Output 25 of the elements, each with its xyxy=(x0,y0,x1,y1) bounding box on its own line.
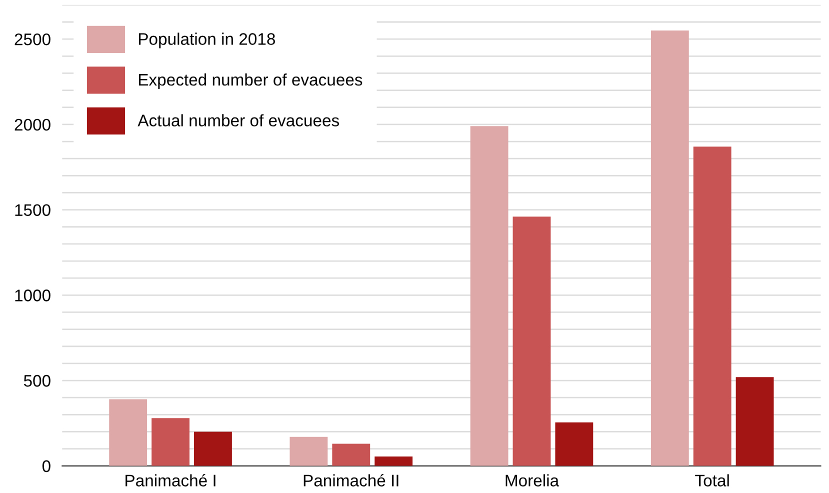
bar xyxy=(736,377,774,466)
y-tick-label: 2500 xyxy=(14,33,50,46)
bar xyxy=(374,456,413,466)
y-tick-label: 500 xyxy=(24,374,50,387)
bar xyxy=(290,436,328,466)
bar xyxy=(650,30,689,466)
y-tick-label: 2000 xyxy=(14,118,50,131)
bar xyxy=(555,422,594,466)
bar xyxy=(152,418,190,466)
y-tick-label: 1500 xyxy=(15,204,50,216)
bar xyxy=(332,444,370,466)
bar xyxy=(693,146,732,466)
y-tick-label: 0 xyxy=(42,460,50,472)
legend-label: Actual number of evacuees xyxy=(138,114,339,126)
bar xyxy=(512,216,551,466)
legend-label: Expected number of evacuees xyxy=(139,73,362,89)
x-tick-label: Total xyxy=(695,474,729,486)
bar xyxy=(470,126,508,466)
x-tick-label: Panimaché II xyxy=(304,474,398,486)
bar xyxy=(194,432,232,466)
bar xyxy=(109,399,148,466)
x-tick-label: Panimaché I xyxy=(126,474,216,486)
x-tick-label: Morelia xyxy=(506,474,560,486)
legend-label: Population in 2018 xyxy=(139,32,275,48)
y-tick-label: 1000 xyxy=(15,290,50,302)
